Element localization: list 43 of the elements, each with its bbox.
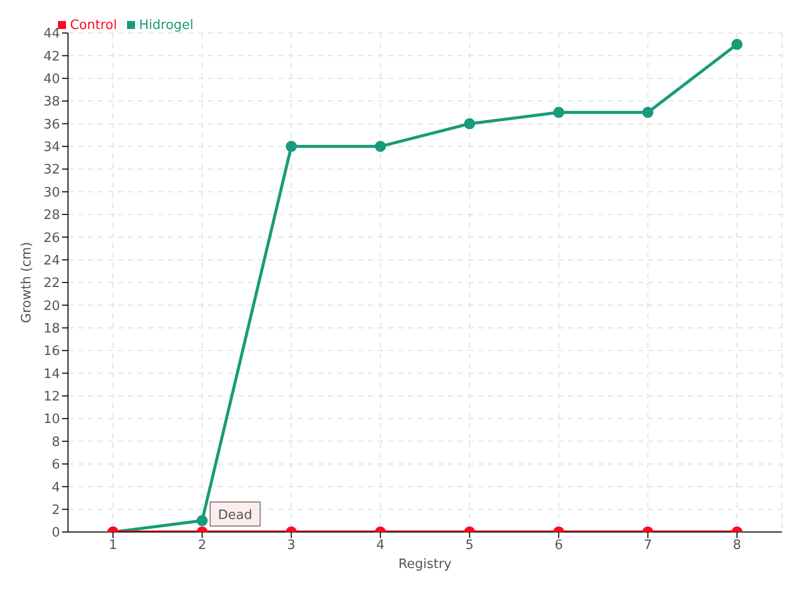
legend-label: Control [70,18,117,33]
point [642,106,654,118]
x-axis-title: Registry [398,557,452,572]
point [464,118,476,130]
y-tick-label: 32 [43,162,60,178]
x-tick-label: 8 [732,538,742,554]
point [286,140,297,152]
y-tick-label: 26 [43,230,60,246]
y-tick-label: 12 [43,390,60,405]
x-tick-label: 5 [465,538,474,554]
y-tick-label: 22 [43,276,60,292]
annotation: Dead [218,508,252,523]
y-tick-label: 0 [52,526,60,541]
y-tick-label: 20 [43,298,60,314]
y-tick-label: 4 [52,480,60,496]
y-axis-title: Growth (cm) [20,242,35,324]
callout-box: Dead [210,502,261,526]
x-tick-label: 7 [644,538,652,554]
y-tick-label: 28 [43,208,60,224]
x-tick-label: 1 [108,538,118,554]
y-tick-label: 30 [43,185,60,200]
y-tick-label: 6 [52,458,60,473]
y-tick-label: 2 [52,502,60,518]
y-tick-label: 42 [43,49,60,64]
y-tick-label: 36 [43,117,60,132]
point [732,38,742,50]
y-tick-label: 16 [43,344,60,360]
x-tick-label: 6 [554,538,563,554]
legend-label: Hidrogel [139,18,194,33]
y-tick-label: 40 [43,72,60,87]
y-tick-label: 34 [43,140,60,156]
x-tick-label: 3 [287,538,296,554]
point [553,106,564,118]
y-tick-label: 8 [52,434,60,450]
point [374,140,386,152]
y-tick-label: 14 [43,366,60,382]
y-tick-label: 38 [43,94,60,110]
x-tick-label: 4 [376,538,385,554]
y-tick-label: 24 [43,253,60,268]
y-tick-label: 18 [43,321,60,336]
y-tick-label: 44 [43,26,60,42]
x-tick-label: 2 [198,538,206,554]
y-tick-label: 10 [43,412,60,428]
